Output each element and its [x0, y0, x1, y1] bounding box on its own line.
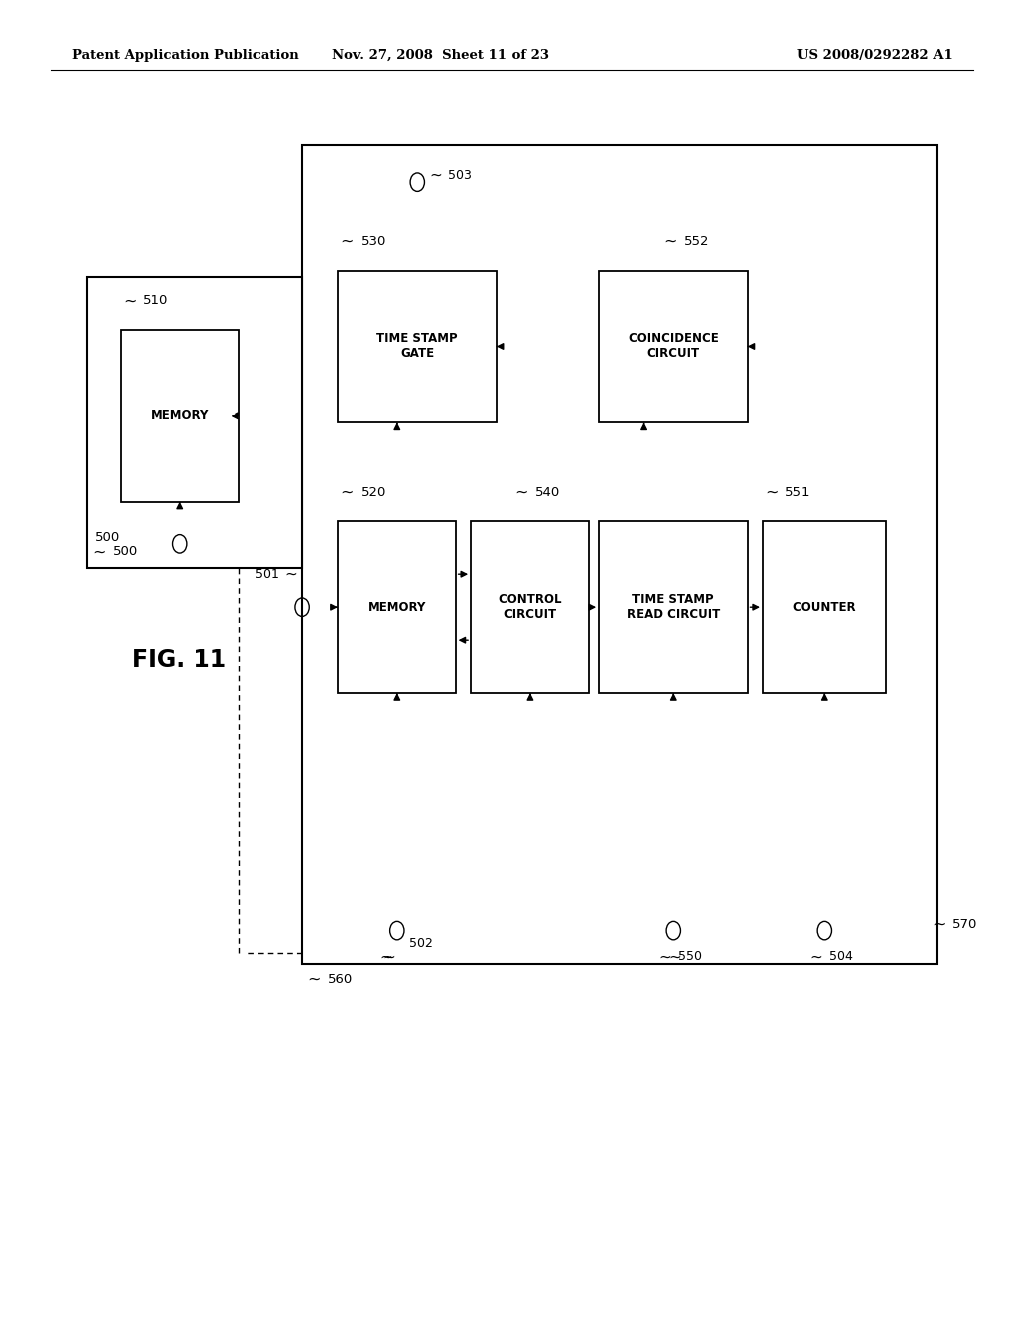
- Text: 500: 500: [113, 545, 138, 558]
- Text: COUNTER: COUNTER: [793, 601, 856, 614]
- Text: 560: 560: [328, 973, 353, 986]
- Bar: [338, 521, 456, 693]
- Text: ~: ~: [668, 949, 681, 965]
- Text: US 2008/0292282 A1: US 2008/0292282 A1: [797, 49, 952, 62]
- Text: 502: 502: [410, 937, 433, 950]
- Bar: [599, 271, 748, 422]
- Text: ~: ~: [92, 544, 105, 560]
- Text: TIME STAMP
READ CIRCUIT: TIME STAMP READ CIRCUIT: [627, 593, 720, 622]
- Text: 550: 550: [678, 950, 702, 964]
- Text: Nov. 27, 2008  Sheet 11 of 23: Nov. 27, 2008 Sheet 11 of 23: [332, 49, 549, 62]
- Text: 540: 540: [536, 486, 560, 499]
- Text: MEMORY: MEMORY: [368, 601, 426, 614]
- Text: 551: 551: [785, 486, 811, 499]
- Text: ~: ~: [123, 293, 136, 309]
- Bar: [338, 271, 497, 422]
- Text: ~: ~: [765, 484, 778, 500]
- Text: COINCIDENCE
CIRCUIT: COINCIDENCE CIRCUIT: [628, 333, 719, 360]
- Text: 570: 570: [952, 917, 978, 931]
- Text: ~: ~: [285, 566, 297, 582]
- Text: 530: 530: [360, 235, 386, 248]
- Text: Patent Application Publication: Patent Application Publication: [72, 49, 298, 62]
- Text: 520: 520: [360, 486, 386, 499]
- Text: ~: ~: [664, 234, 677, 249]
- Text: FIG. 11: FIG. 11: [132, 648, 226, 672]
- Text: ~: ~: [307, 972, 321, 987]
- Text: ~: ~: [382, 949, 395, 965]
- Bar: [471, 521, 589, 693]
- Bar: [599, 521, 748, 693]
- Text: ~: ~: [515, 484, 528, 500]
- Text: ~: ~: [379, 949, 391, 965]
- Text: ~: ~: [658, 949, 672, 965]
- Text: TIME STAMP
GATE: TIME STAMP GATE: [377, 333, 458, 360]
- Text: 500: 500: [95, 531, 121, 544]
- Text: CONTROL
CIRCUIT: CONTROL CIRCUIT: [498, 593, 562, 622]
- Bar: [302, 145, 937, 964]
- Text: ~: ~: [932, 916, 945, 932]
- Text: ~: ~: [340, 234, 353, 249]
- Text: 510: 510: [143, 294, 169, 308]
- Bar: [121, 330, 239, 502]
- Text: ~: ~: [430, 168, 442, 183]
- Text: 501: 501: [255, 568, 279, 581]
- Bar: [87, 277, 302, 568]
- Text: 552: 552: [684, 235, 709, 248]
- Text: MEMORY: MEMORY: [151, 409, 209, 422]
- Bar: [763, 521, 886, 693]
- Text: 503: 503: [449, 169, 472, 182]
- Text: 504: 504: [829, 950, 853, 964]
- Text: ~: ~: [810, 949, 822, 965]
- Text: ~: ~: [340, 484, 353, 500]
